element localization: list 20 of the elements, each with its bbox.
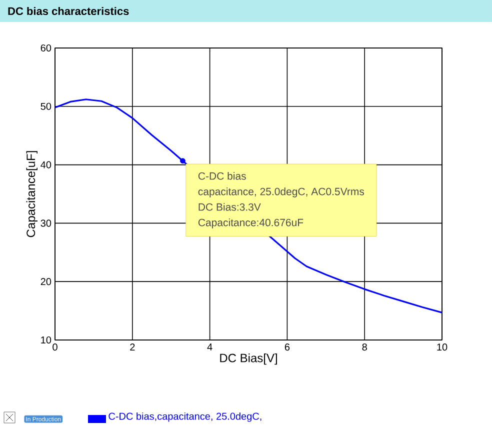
y-tick-label: 50 <box>40 102 52 110</box>
x-axis-title: DC Bias[V] <box>220 353 277 365</box>
y-tick-label: 40 <box>40 161 52 168</box>
x-tick-label: 6 <box>284 344 290 351</box>
annotation: capacitance, 25.0degC, AC0.5Vrms <box>198 188 364 198</box>
y-tick-label: 30 <box>40 220 52 227</box>
x-tick-label: 8 <box>362 344 367 351</box>
x-tick-label: 0 <box>52 344 58 351</box>
y-tick-label: 60 <box>40 44 52 52</box>
x-tick-label: 10 <box>437 344 448 351</box>
y-tick-label: 10 <box>41 336 52 344</box>
annotation: Capacitance:40.676uF <box>198 218 304 228</box>
x-tick-label: 4 <box>207 344 212 350</box>
chart-title: DC bias characteristics <box>8 6 129 16</box>
y-tick-label: 20 <box>40 278 52 286</box>
annotation: C-DC bias <box>198 172 246 180</box>
x-tick-label: 2 <box>130 344 135 350</box>
y-axis-title: Capacitance[uF] <box>26 151 38 238</box>
legend-label: C-DC bias,capacitance, 25.0degC, <box>108 412 262 422</box>
annotation: DC Bias:3.3V <box>198 203 261 211</box>
